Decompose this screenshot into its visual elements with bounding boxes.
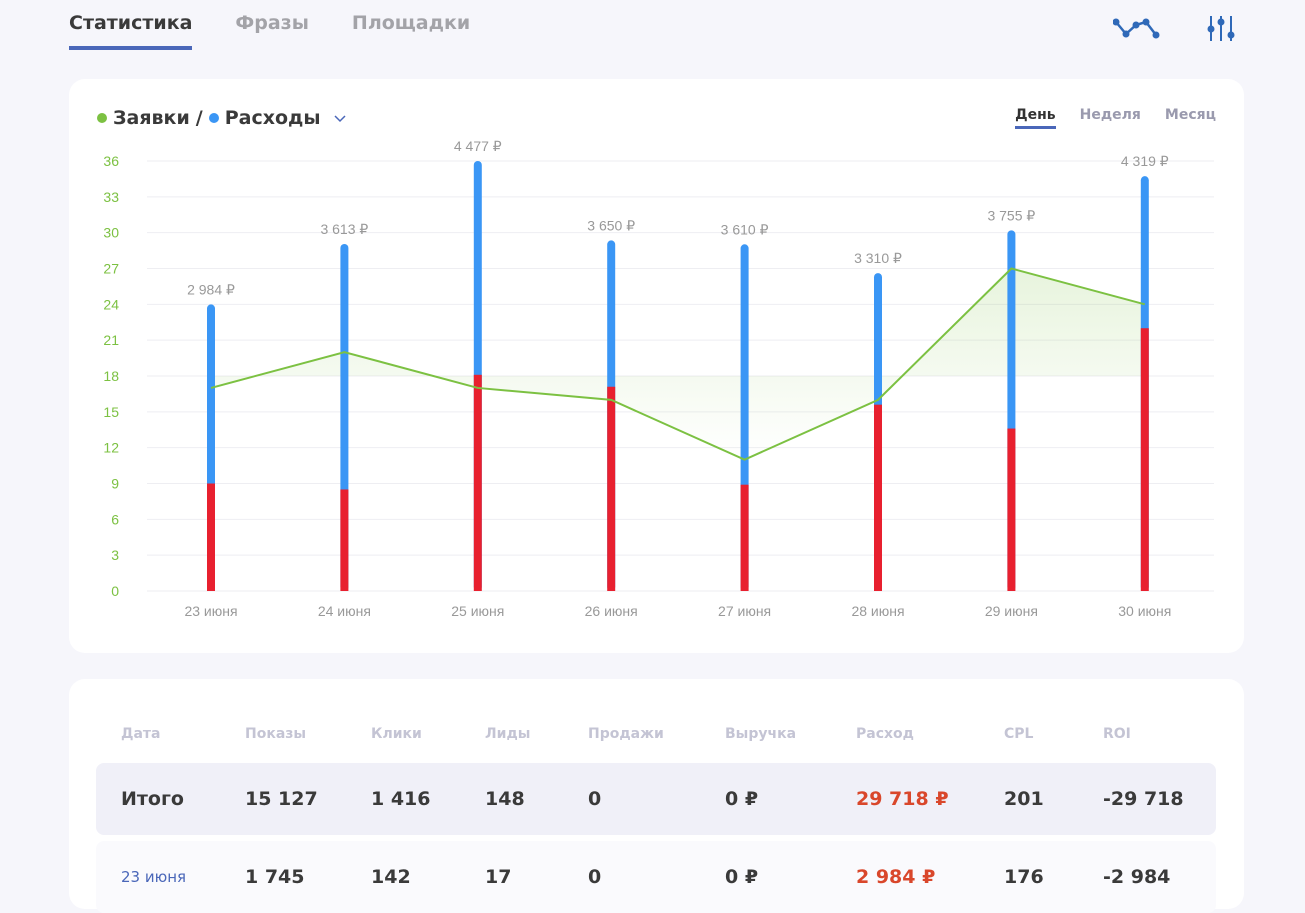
x-tick-label: 25 июня — [451, 603, 504, 619]
bar-value-label: 3 755 ₽ — [987, 207, 1035, 223]
legend-spend: Расходы — [224, 107, 321, 129]
cell-0: Дата — [121, 726, 161, 742]
y-tick-label: 36 — [103, 153, 119, 169]
cell-2: 142 — [371, 866, 411, 888]
y-tick-label: 12 — [103, 440, 119, 456]
chevron-down-icon[interactable] — [333, 113, 347, 123]
chart-legend-dropdown[interactable]: Заявки / Расходы — [97, 107, 347, 129]
bar-value-label: 3 650 ₽ — [587, 217, 635, 233]
x-tick-label: 28 июня — [851, 603, 904, 619]
period-week[interactable]: Неделя — [1079, 107, 1141, 123]
spend-dot-icon — [208, 113, 219, 123]
stats-table: Дата Показы Клики Лиды Продажи Выручка Расход C… — [69, 679, 1244, 913]
red-bar-segment — [607, 386, 616, 591]
cell-2: 1 416 — [371, 788, 431, 810]
y-tick-label: 33 — [103, 189, 119, 205]
y-tick-label: 24 — [103, 296, 119, 312]
y-tick-label: 15 — [103, 404, 119, 420]
x-tick-label: 24 июня — [318, 603, 371, 619]
cell-6: Расход — [856, 726, 914, 742]
line-chart-icon[interactable] — [1113, 14, 1163, 40]
cell-8: -29 718 — [1103, 788, 1184, 810]
cell-8: ROI — [1103, 726, 1131, 742]
cell-0: Итого — [121, 788, 184, 810]
red-bar-segment — [473, 374, 482, 591]
line-area — [211, 268, 1145, 460]
red-bar-segment — [340, 489, 349, 591]
y-tick-label: 9 — [111, 476, 119, 492]
bar-value-label: 4 477 ₽ — [454, 138, 502, 154]
cell-4: Продажи — [588, 726, 664, 742]
cell-6: 2 984 ₽ — [856, 866, 936, 888]
y-tick-label: 6 — [111, 511, 119, 527]
y-tick-label: 21 — [103, 332, 119, 348]
cell-2: Клики — [371, 726, 422, 742]
tab-platforms[interactable]: Площадки — [351, 12, 471, 34]
cell-5: 0 ₽ — [725, 788, 759, 810]
x-tick-label: 23 июня — [184, 603, 237, 619]
table-header: Дата Показы Клики Лиды Продажи Выручка Расход C… — [69, 724, 1244, 744]
cell-3: 148 — [485, 788, 525, 810]
bar-value-label: 4 319 ₽ — [1121, 153, 1169, 169]
legend-separator: / — [195, 107, 203, 129]
y-tick-label: 18 — [103, 368, 119, 384]
table-total-row: Итого 15 127 1 416 148 0 0 ₽ 29 718 ₽ 201 -29 71… — [96, 763, 1216, 835]
x-tick-label: 30 июня — [1118, 603, 1171, 619]
cell-5: Выручка — [725, 726, 797, 742]
y-tick-label: 0 — [111, 583, 119, 599]
cell-1: 15 127 — [245, 788, 318, 810]
bar-value-label: 3 310 ₽ — [854, 250, 902, 266]
x-tick-label: 27 июня — [718, 603, 771, 619]
cell-5: 0 ₽ — [725, 866, 759, 888]
bar-value-label: 3 610 ₽ — [721, 221, 769, 237]
leads-dot-icon — [97, 113, 107, 123]
tab-phrases[interactable]: Фразы — [235, 12, 309, 34]
cell-4: 0 — [588, 866, 602, 888]
y-tick-label: 27 — [103, 261, 119, 277]
period-day[interactable]: День — [1015, 107, 1056, 129]
bar-value-label: 2 984 ₽ — [187, 281, 235, 297]
cell-7: 176 — [1004, 866, 1044, 888]
x-tick-label: 29 июня — [985, 603, 1038, 619]
cell-6: 29 718 ₽ — [856, 788, 949, 810]
red-bar-segment — [874, 404, 882, 591]
x-tick-label: 26 июня — [585, 603, 638, 619]
period-month[interactable]: Месяц — [1164, 107, 1216, 123]
cell-0[interactable]: 23 июня — [121, 868, 187, 886]
table-row[interactable]: 23 июня 1 745 142 17 0 0 ₽ 2 984 ₽ 176 -2 984 — [96, 841, 1216, 913]
sliders-icon[interactable] — [1207, 14, 1235, 42]
leads-line — [210, 267, 1146, 461]
cell-1: Показы — [245, 726, 307, 742]
cell-7: CPL — [1004, 726, 1034, 742]
cell-3: Лиды — [485, 726, 531, 742]
main-tabs: Статистика Фразы Площадки — [69, 12, 470, 50]
red-bar-segment — [740, 484, 749, 591]
bar-value-label: 3 613 ₽ — [320, 221, 368, 237]
cell-8: -2 984 — [1103, 866, 1171, 888]
cell-7: 201 — [1004, 788, 1044, 810]
cell-3: 17 — [485, 866, 512, 888]
tab-statistics[interactable]: Статистика — [69, 12, 193, 50]
legend-leads: Заявки — [113, 107, 190, 129]
cell-4: 0 — [588, 788, 602, 810]
y-tick-label: 3 — [111, 547, 119, 563]
y-tick-label: 30 — [103, 225, 119, 241]
red-bar-segment — [1140, 328, 1149, 591]
red-bar-segment — [207, 483, 215, 591]
red-bar-segment — [1007, 428, 1016, 591]
cell-1: 1 745 — [245, 866, 305, 888]
